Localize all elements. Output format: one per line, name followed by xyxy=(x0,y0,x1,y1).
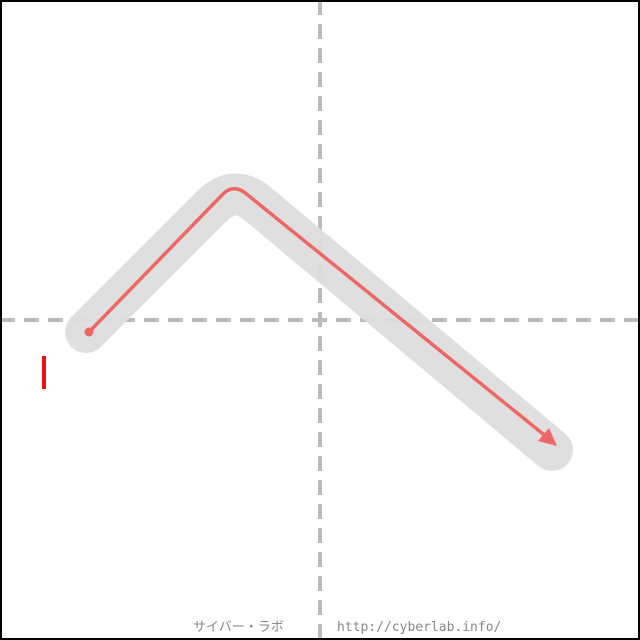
stroke-direction-arrowhead xyxy=(538,428,557,446)
stroke-start-dot xyxy=(84,327,94,337)
site-name-credit: サイバー・ラボ xyxy=(193,620,284,635)
stroke-order-path xyxy=(87,186,550,440)
site-url-credit: http://cyberlab.info/ xyxy=(337,620,501,635)
